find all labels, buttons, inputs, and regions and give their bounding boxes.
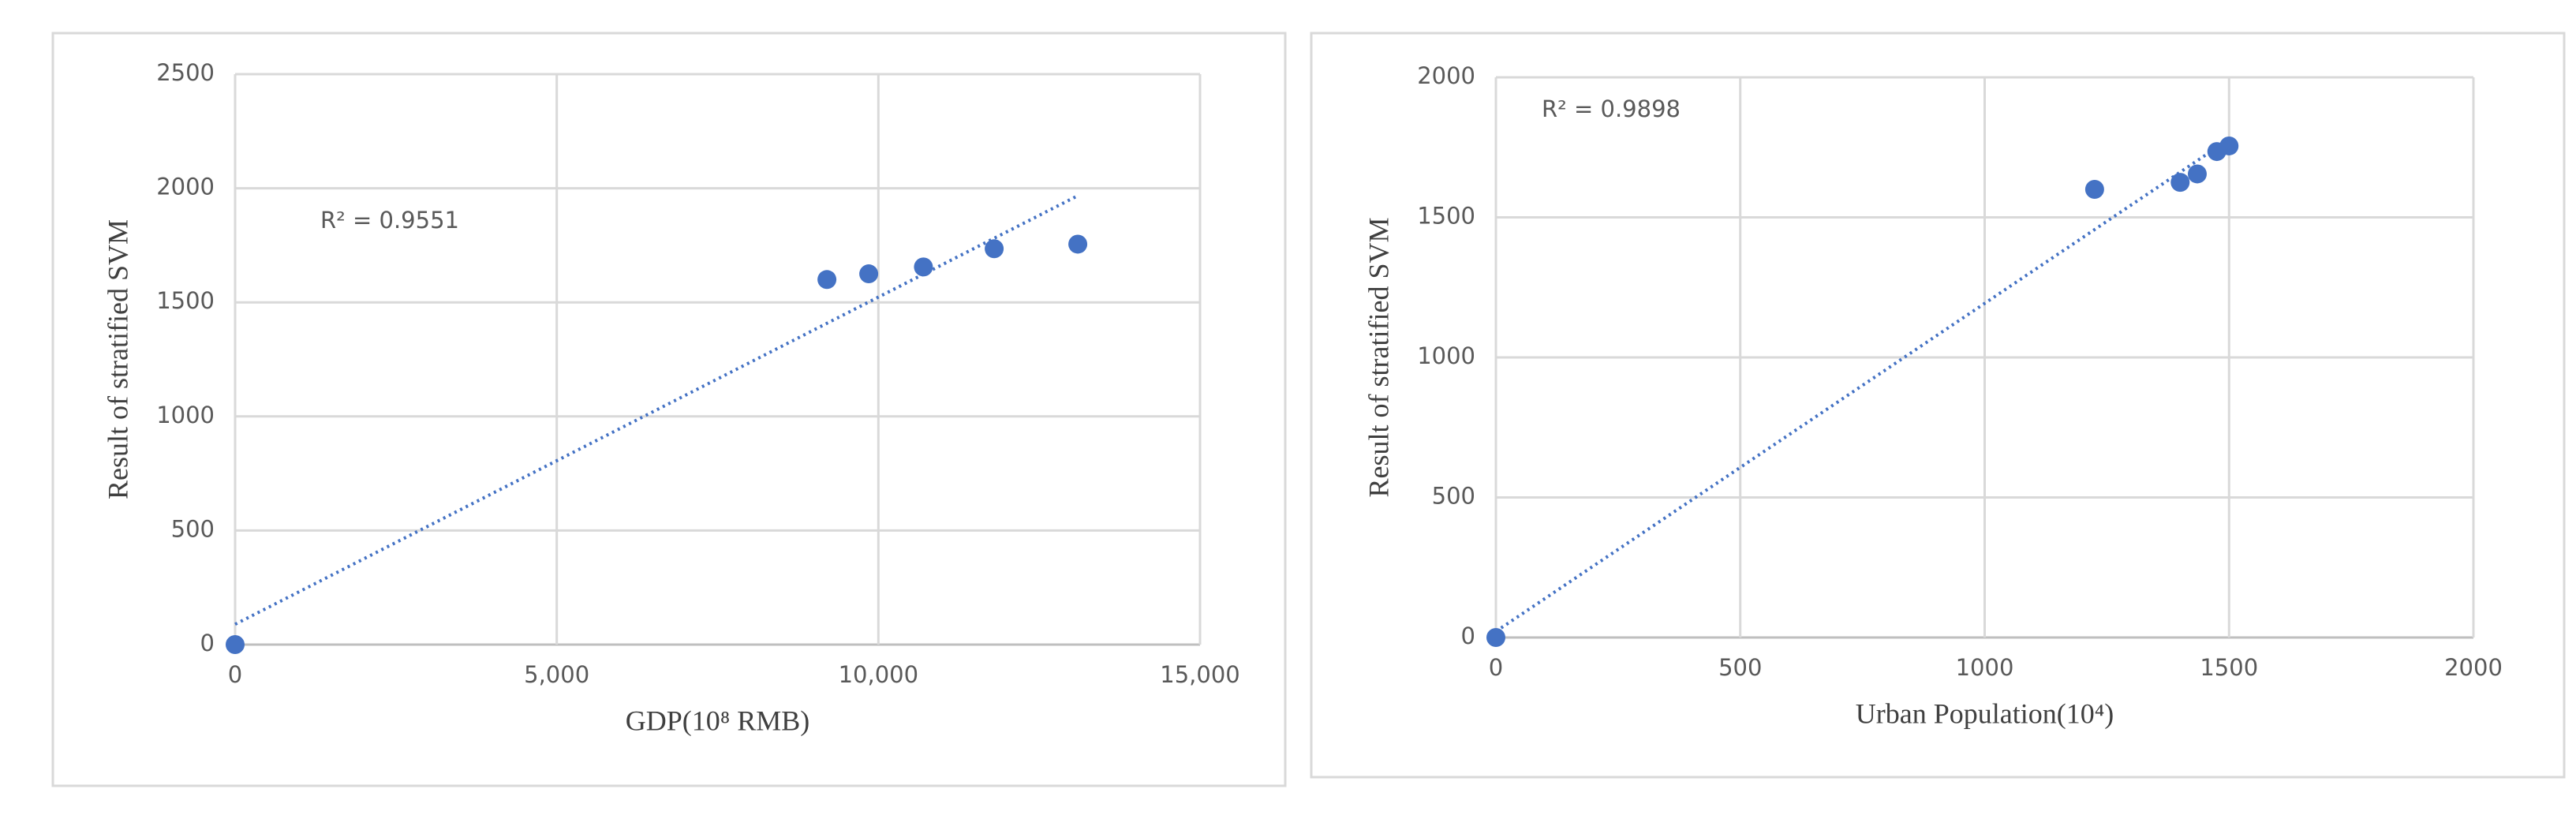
point (1068, 234, 1088, 254)
point (1486, 628, 1505, 647)
trendline (1494, 137, 2230, 633)
point (985, 239, 1004, 259)
y-tick-label: 500 (171, 515, 215, 542)
y-tick-label: 1500 (1417, 203, 1475, 230)
point (914, 257, 933, 277)
y-tick-label: 0 (1461, 622, 1475, 649)
y-tick-label: 1000 (156, 402, 215, 428)
annotation: R² = 0.9551 (320, 207, 459, 234)
x-axis-title: GDP(10⁸ RMB) (626, 705, 810, 736)
y-tick-label: 2500 (156, 59, 215, 86)
x-tick-label: 1000 (1956, 654, 2014, 681)
point (859, 264, 879, 284)
y-axis-title: Result of stratified SVM (102, 219, 133, 499)
y-tick-label: 2000 (156, 174, 215, 200)
y-tick-label: 0 (200, 630, 215, 656)
point (817, 270, 837, 290)
y-tick-label: 1500 (156, 287, 215, 314)
x-tick-label: 2000 (2444, 654, 2503, 681)
point (2084, 180, 2104, 199)
point (2187, 164, 2207, 184)
x-tick-label: 15,000 (1160, 661, 1239, 688)
point (2219, 136, 2239, 155)
x-tick-label: 1500 (2200, 654, 2258, 681)
annotation: R² = 0.9898 (1542, 95, 1681, 122)
y-tick-label: 1000 (1417, 342, 1475, 369)
y-tick-label: 500 (1432, 483, 1475, 510)
x-tick-label: 0 (1489, 654, 1503, 681)
x-tick-label: 0 (228, 661, 242, 688)
x-tick-label: 500 (1718, 654, 1762, 681)
x-tick-label: 10,000 (839, 661, 918, 688)
y-axis-title: Result of stratified SVM (1363, 218, 1394, 498)
chart-frame (51, 32, 1287, 787)
point (2170, 173, 2190, 193)
chart-frame (1310, 32, 2566, 779)
x-tick-label: 5,000 (524, 661, 589, 688)
point (226, 635, 245, 654)
y-tick-label: 2000 (1417, 62, 1475, 89)
x-axis-title: Urban Population(10⁴) (1856, 697, 2114, 729)
